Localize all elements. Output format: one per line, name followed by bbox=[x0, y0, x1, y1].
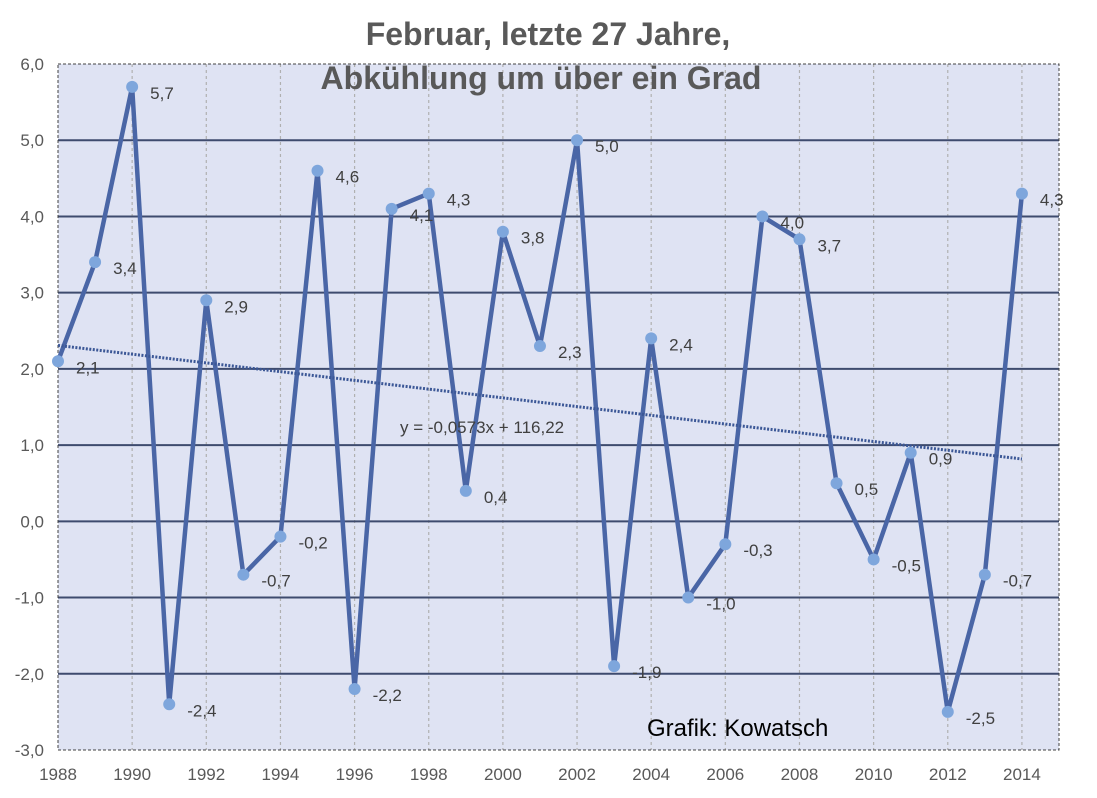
data-point bbox=[163, 698, 176, 711]
data-label: 3,8 bbox=[521, 229, 545, 248]
data-point bbox=[756, 210, 769, 223]
data-label: -1,0 bbox=[706, 595, 735, 614]
data-point bbox=[385, 202, 398, 215]
data-point bbox=[1015, 187, 1028, 200]
plot-background bbox=[58, 64, 1059, 750]
y-tick-label: 1,0 bbox=[20, 436, 44, 455]
data-points bbox=[52, 80, 1028, 718]
data-point bbox=[608, 660, 621, 673]
data-point bbox=[200, 294, 213, 307]
data-label: 5,7 bbox=[150, 84, 174, 103]
data-label: 0,9 bbox=[929, 450, 953, 469]
data-point bbox=[571, 134, 584, 147]
x-tick-label: 1994 bbox=[262, 765, 300, 784]
data-point bbox=[793, 233, 806, 246]
data-point bbox=[496, 225, 509, 238]
x-tick-label: 1988 bbox=[39, 765, 77, 784]
data-point bbox=[867, 553, 880, 566]
y-tick-label: -3,0 bbox=[15, 741, 44, 760]
x-tick-label: 2004 bbox=[632, 765, 670, 784]
data-point bbox=[645, 332, 658, 345]
x-axis-ticks: 1988 1990 1992 1994 1996 1998 2000 2002 2004 2006… bbox=[39, 765, 1041, 784]
data-point bbox=[274, 530, 287, 543]
data-label: 4,1 bbox=[410, 206, 434, 225]
data-point bbox=[422, 187, 435, 200]
data-point bbox=[941, 705, 954, 718]
trendline bbox=[57, 343, 1023, 461]
data-label: 4,3 bbox=[1040, 191, 1064, 210]
data-label: -2,5 bbox=[966, 709, 995, 728]
data-label: 4,3 bbox=[447, 191, 471, 210]
data-point bbox=[682, 591, 695, 604]
data-label: -0,7 bbox=[1003, 572, 1032, 591]
data-label: 2,9 bbox=[224, 297, 248, 316]
y-tick-label: 4,0 bbox=[20, 207, 44, 226]
data-point bbox=[533, 340, 546, 353]
data-label: -1,9 bbox=[632, 663, 661, 682]
data-label: 2,1 bbox=[76, 358, 100, 377]
trendline-group bbox=[57, 343, 1023, 461]
y-tick-label: -1,0 bbox=[15, 589, 44, 608]
data-label: -0,3 bbox=[743, 541, 772, 560]
data-label: 3,4 bbox=[113, 259, 137, 278]
data-label: 2,3 bbox=[558, 343, 582, 362]
x-tick-label: 2012 bbox=[929, 765, 967, 784]
data-point bbox=[89, 256, 102, 269]
data-point bbox=[978, 568, 991, 581]
data-label: -0,7 bbox=[261, 572, 290, 591]
data-label: -0,2 bbox=[298, 534, 327, 553]
y-tick-label: 5,0 bbox=[20, 131, 44, 150]
x-tick-label: 1998 bbox=[410, 765, 448, 784]
chart-credit: Grafik: Kowatsch bbox=[647, 715, 828, 742]
data-label: -2,4 bbox=[187, 701, 216, 720]
data-label: -0,5 bbox=[892, 556, 921, 575]
y-tick-label: 2,0 bbox=[20, 360, 44, 379]
x-tick-label: 2000 bbox=[484, 765, 522, 784]
data-label: 2,4 bbox=[669, 335, 693, 354]
x-tick-label: 2006 bbox=[706, 765, 744, 784]
data-point bbox=[459, 484, 472, 497]
data-point bbox=[830, 477, 843, 490]
x-tick-label: 2010 bbox=[855, 765, 893, 784]
chart-title-line1: Februar, letzte 27 Jahre, bbox=[366, 16, 731, 52]
data-point bbox=[348, 683, 361, 696]
data-label: -2,2 bbox=[373, 686, 402, 705]
x-tick-label: 2014 bbox=[1003, 765, 1041, 784]
x-tick-label: 2002 bbox=[558, 765, 596, 784]
data-label: 5,0 bbox=[595, 137, 619, 156]
y-tick-label: 6,0 bbox=[20, 55, 44, 74]
data-point bbox=[311, 164, 324, 177]
y-tick-label: 3,0 bbox=[20, 284, 44, 303]
x-tick-label: 1990 bbox=[113, 765, 151, 784]
x-tick-label: 1992 bbox=[187, 765, 225, 784]
data-label: 3,7 bbox=[817, 236, 841, 255]
data-point bbox=[237, 568, 250, 581]
chart-title-line2: Abkühlung um über ein Grad bbox=[321, 60, 762, 96]
data-labels: 2,1 3,4 5,7 -2,4 2,9 -0,7 -0,2 4,6 -2,2 4,1 4,3 0,4… bbox=[76, 84, 1064, 728]
y-axis-ticks: -3,0 -2,0 -1,0 0,0 1,0 2,0 3,0 4,0 5,0 6,0 bbox=[15, 55, 44, 760]
data-label: 4,0 bbox=[780, 213, 804, 232]
data-label: 0,5 bbox=[855, 480, 879, 499]
data-label: 0,4 bbox=[484, 488, 508, 507]
y-tick-label: -2,0 bbox=[15, 665, 44, 684]
data-point bbox=[52, 355, 64, 368]
plot-border bbox=[57, 63, 1060, 751]
y-tick-label: 0,0 bbox=[20, 512, 44, 531]
trend-equation: y = -0,0573x + 116,22 bbox=[400, 418, 564, 437]
data-point bbox=[126, 80, 139, 93]
x-tick-label: 1996 bbox=[336, 765, 374, 784]
x-tick-label: 2008 bbox=[781, 765, 819, 784]
data-label: 4,6 bbox=[336, 168, 360, 187]
data-point bbox=[904, 446, 917, 459]
vertical-gridlines bbox=[131, 64, 1023, 750]
data-point bbox=[719, 538, 732, 551]
